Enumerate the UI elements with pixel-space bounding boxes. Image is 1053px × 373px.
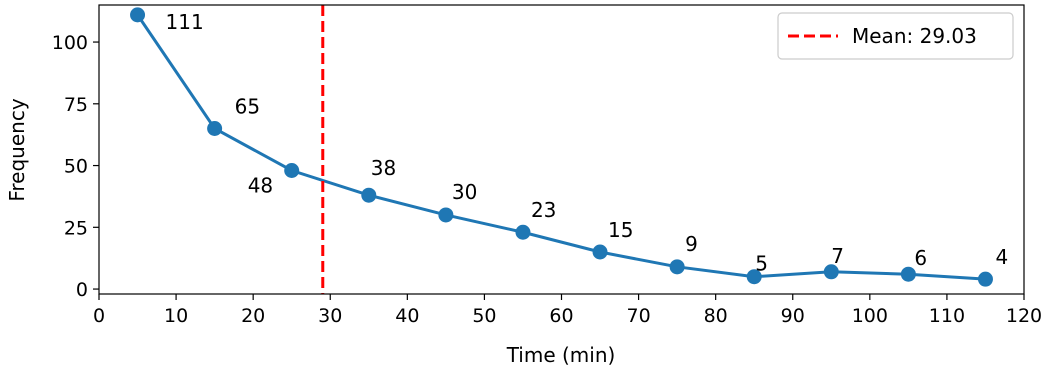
x-tick-label: 0	[93, 305, 105, 327]
legend-box	[777, 12, 1014, 60]
x-tick-label: 20	[241, 305, 265, 327]
data-point	[438, 207, 454, 223]
data-point	[977, 271, 993, 287]
data-label: 30	[452, 180, 477, 204]
data-label: 7	[831, 244, 844, 268]
data-label: 65	[235, 95, 260, 119]
x-tick-label: 90	[781, 305, 805, 327]
y-axis: 0 25 50 75 100	[52, 32, 99, 301]
data-label: 9	[685, 232, 698, 256]
data-point	[284, 162, 300, 178]
data-label: 6	[914, 246, 927, 270]
series-line	[136, 14, 986, 281]
x-tick-label: 80	[704, 305, 728, 327]
x-axis-label: Time (min)	[506, 343, 616, 367]
data-label: 38	[371, 156, 396, 180]
y-axis-label: Frequency	[5, 98, 29, 201]
data-label: 15	[608, 218, 633, 242]
x-tick-label: 60	[549, 305, 573, 327]
data-label: 4	[995, 245, 1008, 269]
x-tick-label: 40	[395, 305, 419, 327]
data-point	[361, 187, 377, 203]
x-tick-label: 70	[626, 305, 650, 327]
legend: Mean: 29.03	[777, 12, 1014, 60]
plot-marks: 111 65 48 38 30 23 15 9 5 7 6 4	[130, 5, 1008, 294]
data-label: 111	[166, 10, 204, 34]
y-tick-label: 75	[64, 94, 88, 116]
x-tick-label: 50	[472, 305, 496, 327]
y-tick-label: 100	[52, 32, 88, 54]
y-tick-label: 25	[64, 217, 88, 239]
data-point	[515, 224, 531, 240]
data-point	[130, 7, 146, 23]
y-tick-label: 0	[76, 279, 88, 301]
data-point	[207, 121, 223, 137]
x-tick-label: 120	[1006, 305, 1042, 327]
data-label: 23	[531, 198, 556, 222]
x-tick-label: 100	[852, 305, 888, 327]
y-tick-label: 50	[64, 156, 88, 178]
data-point	[823, 264, 839, 280]
data-point	[900, 266, 916, 282]
x-axis: 0 10 20 30 40 50 60 70 80 90 100 110 120	[93, 294, 1042, 327]
x-tick-label: 30	[318, 305, 342, 327]
data-label: 48	[248, 173, 273, 197]
data-label: 5	[755, 252, 768, 276]
x-tick-label: 10	[164, 305, 188, 327]
x-tick-label: 110	[929, 305, 965, 327]
data-point	[592, 244, 608, 260]
data-point	[746, 269, 762, 285]
legend-mean-label: Mean: 29.03	[852, 24, 977, 48]
data-point	[669, 259, 685, 275]
